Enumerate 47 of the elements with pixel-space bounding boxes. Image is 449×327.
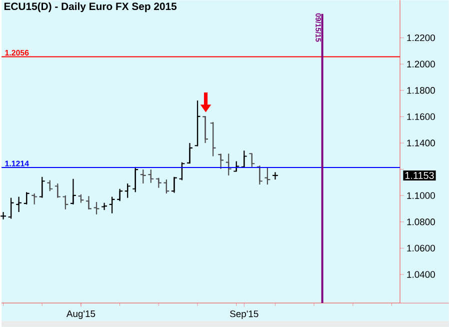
candlestick <box>240 150 248 168</box>
candlestick <box>163 179 170 194</box>
y-tick-label: 1.0400 <box>407 271 435 278</box>
y-tick-label: 1.2000 <box>407 60 435 68</box>
candlestick <box>85 196 92 210</box>
candlestick <box>256 165 263 186</box>
candlestick <box>194 100 201 147</box>
candlestick <box>132 166 139 193</box>
candlestick <box>62 194 69 210</box>
y-tick-label: 1.0600 <box>407 244 435 252</box>
candlestick <box>202 116 209 144</box>
y-tick-label: 1.1800 <box>407 87 435 94</box>
candlestick <box>93 202 100 215</box>
candlestick <box>46 180 54 192</box>
candlestick <box>218 153 224 170</box>
candlestick <box>101 202 108 211</box>
candlestick <box>23 192 30 205</box>
candlestick <box>38 176 46 198</box>
candlestick <box>54 182 61 198</box>
candlestick <box>210 122 216 157</box>
y-tick-label: 1.1000 <box>407 192 435 199</box>
candlestick <box>116 188 124 202</box>
candlestick <box>225 153 232 176</box>
candlestick <box>233 160 240 172</box>
y-tick-label: 1.1600 <box>407 113 435 120</box>
candlestick <box>0 212 7 220</box>
x-tick-label: Sep'15 <box>230 310 258 320</box>
candlestick <box>140 169 146 184</box>
text: 1.1153 <box>405 172 434 180</box>
chart-title: ECU15(D) - Daily Euro FX Sep 2015 <box>4 2 177 12</box>
candlestick <box>31 192 38 205</box>
candlestick <box>155 177 162 188</box>
y-tick-label: 1.0800 <box>407 218 435 226</box>
candlestick <box>8 197 14 220</box>
candlestick <box>186 142 194 164</box>
candlestick <box>248 153 256 168</box>
candlestick <box>148 169 154 184</box>
y-tick-label: 1.2200 <box>407 34 435 42</box>
candlestick <box>170 176 178 194</box>
candlestick <box>178 162 186 181</box>
candlestick <box>70 178 76 205</box>
candlestick <box>108 196 116 214</box>
candlestick <box>124 182 131 198</box>
candlestick <box>264 167 271 186</box>
x-tick-label: Aug'15 <box>66 310 96 319</box>
candlestick <box>272 172 278 180</box>
y-tick-label: 1.1400 <box>407 140 435 146</box>
